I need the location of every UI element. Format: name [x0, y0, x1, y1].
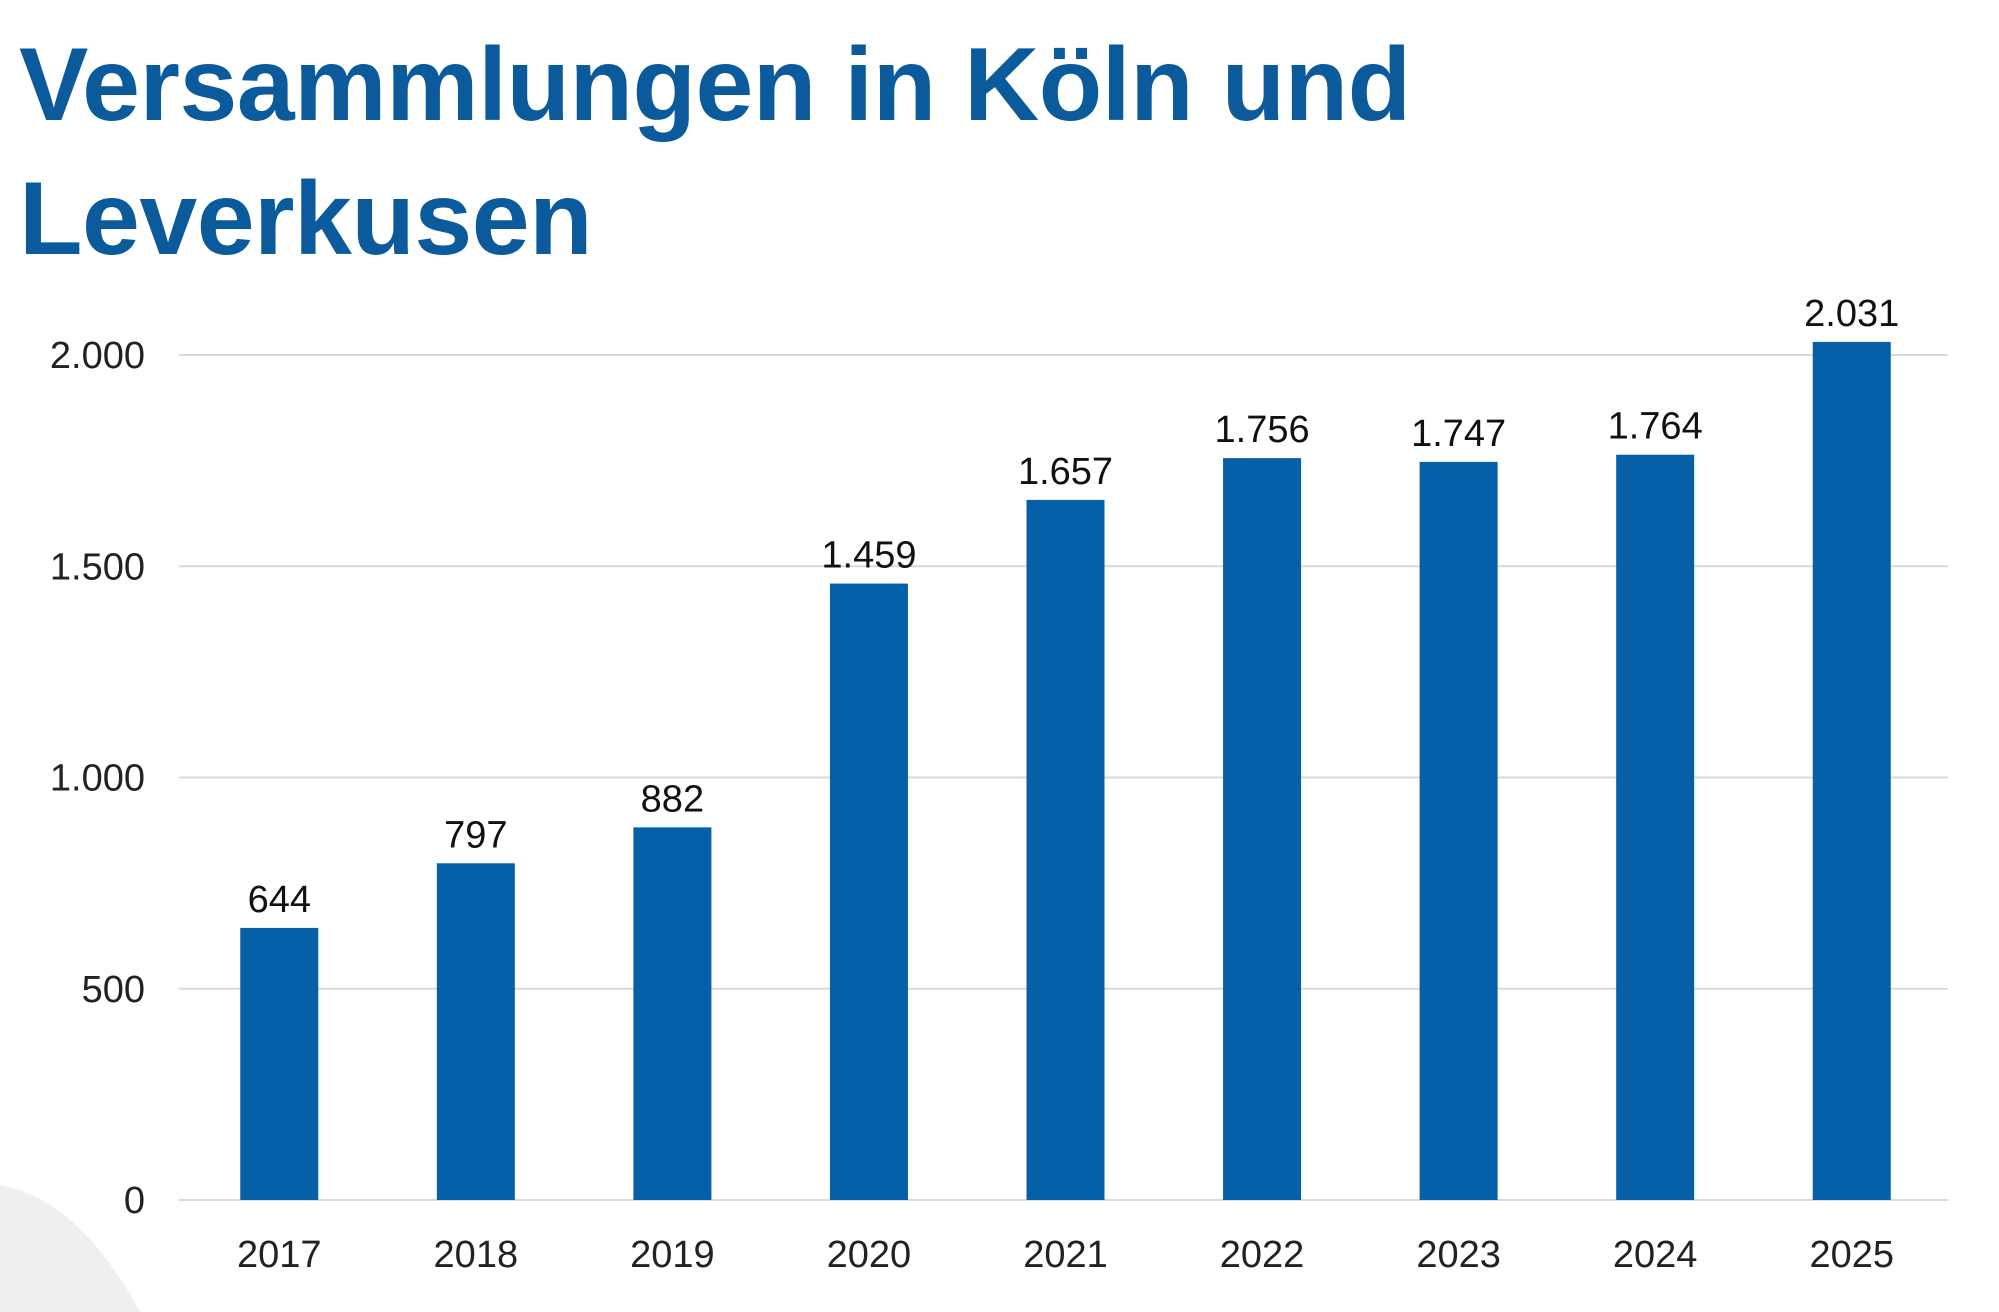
bar-2023 — [1419, 461, 1498, 1201]
data-label: 797 — [444, 814, 507, 856]
x-tick-label: 2019 — [630, 1234, 715, 1276]
data-label: 1.459 — [821, 535, 916, 577]
data-label: 1.657 — [1018, 451, 1113, 493]
y-tick-label: 2.000 — [50, 335, 145, 377]
bar-2017 — [240, 927, 319, 1200]
bar-2024 — [1616, 454, 1695, 1201]
chart-title: Versammlungen in Köln und Leverkusen — [19, 27, 1411, 277]
bar-2022 — [1223, 458, 1302, 1201]
data-label: 644 — [248, 879, 311, 921]
x-tick-label: 2024 — [1613, 1234, 1698, 1276]
y-tick-label: 500 — [82, 969, 145, 1011]
y-tick-label: 1.000 — [50, 758, 145, 800]
data-label: 1.764 — [1608, 406, 1703, 448]
x-tick-label: 2021 — [1023, 1234, 1108, 1276]
bar-2019 — [633, 827, 712, 1200]
x-tick-label: 2020 — [827, 1234, 912, 1276]
x-tick-label: 2018 — [434, 1234, 519, 1276]
bar-2020 — [829, 583, 908, 1200]
bar-2018 — [436, 863, 515, 1200]
data-label: 1.747 — [1411, 413, 1506, 455]
x-tick-label: 2017 — [237, 1234, 322, 1276]
x-tick-label: 2023 — [1416, 1234, 1501, 1276]
data-label: 2.031 — [1804, 293, 1899, 335]
bar-2025 — [1812, 341, 1891, 1201]
bar-2021 — [1026, 499, 1105, 1201]
y-tick-label: 1.500 — [50, 546, 145, 588]
x-tick-label: 2022 — [1220, 1234, 1305, 1276]
data-label: 1.756 — [1215, 409, 1310, 451]
y-tick-label: 0 — [124, 1180, 145, 1222]
background-decoration — [0, 1185, 140, 1312]
x-tick-label: 2025 — [1809, 1234, 1894, 1276]
data-label: 882 — [641, 778, 704, 820]
